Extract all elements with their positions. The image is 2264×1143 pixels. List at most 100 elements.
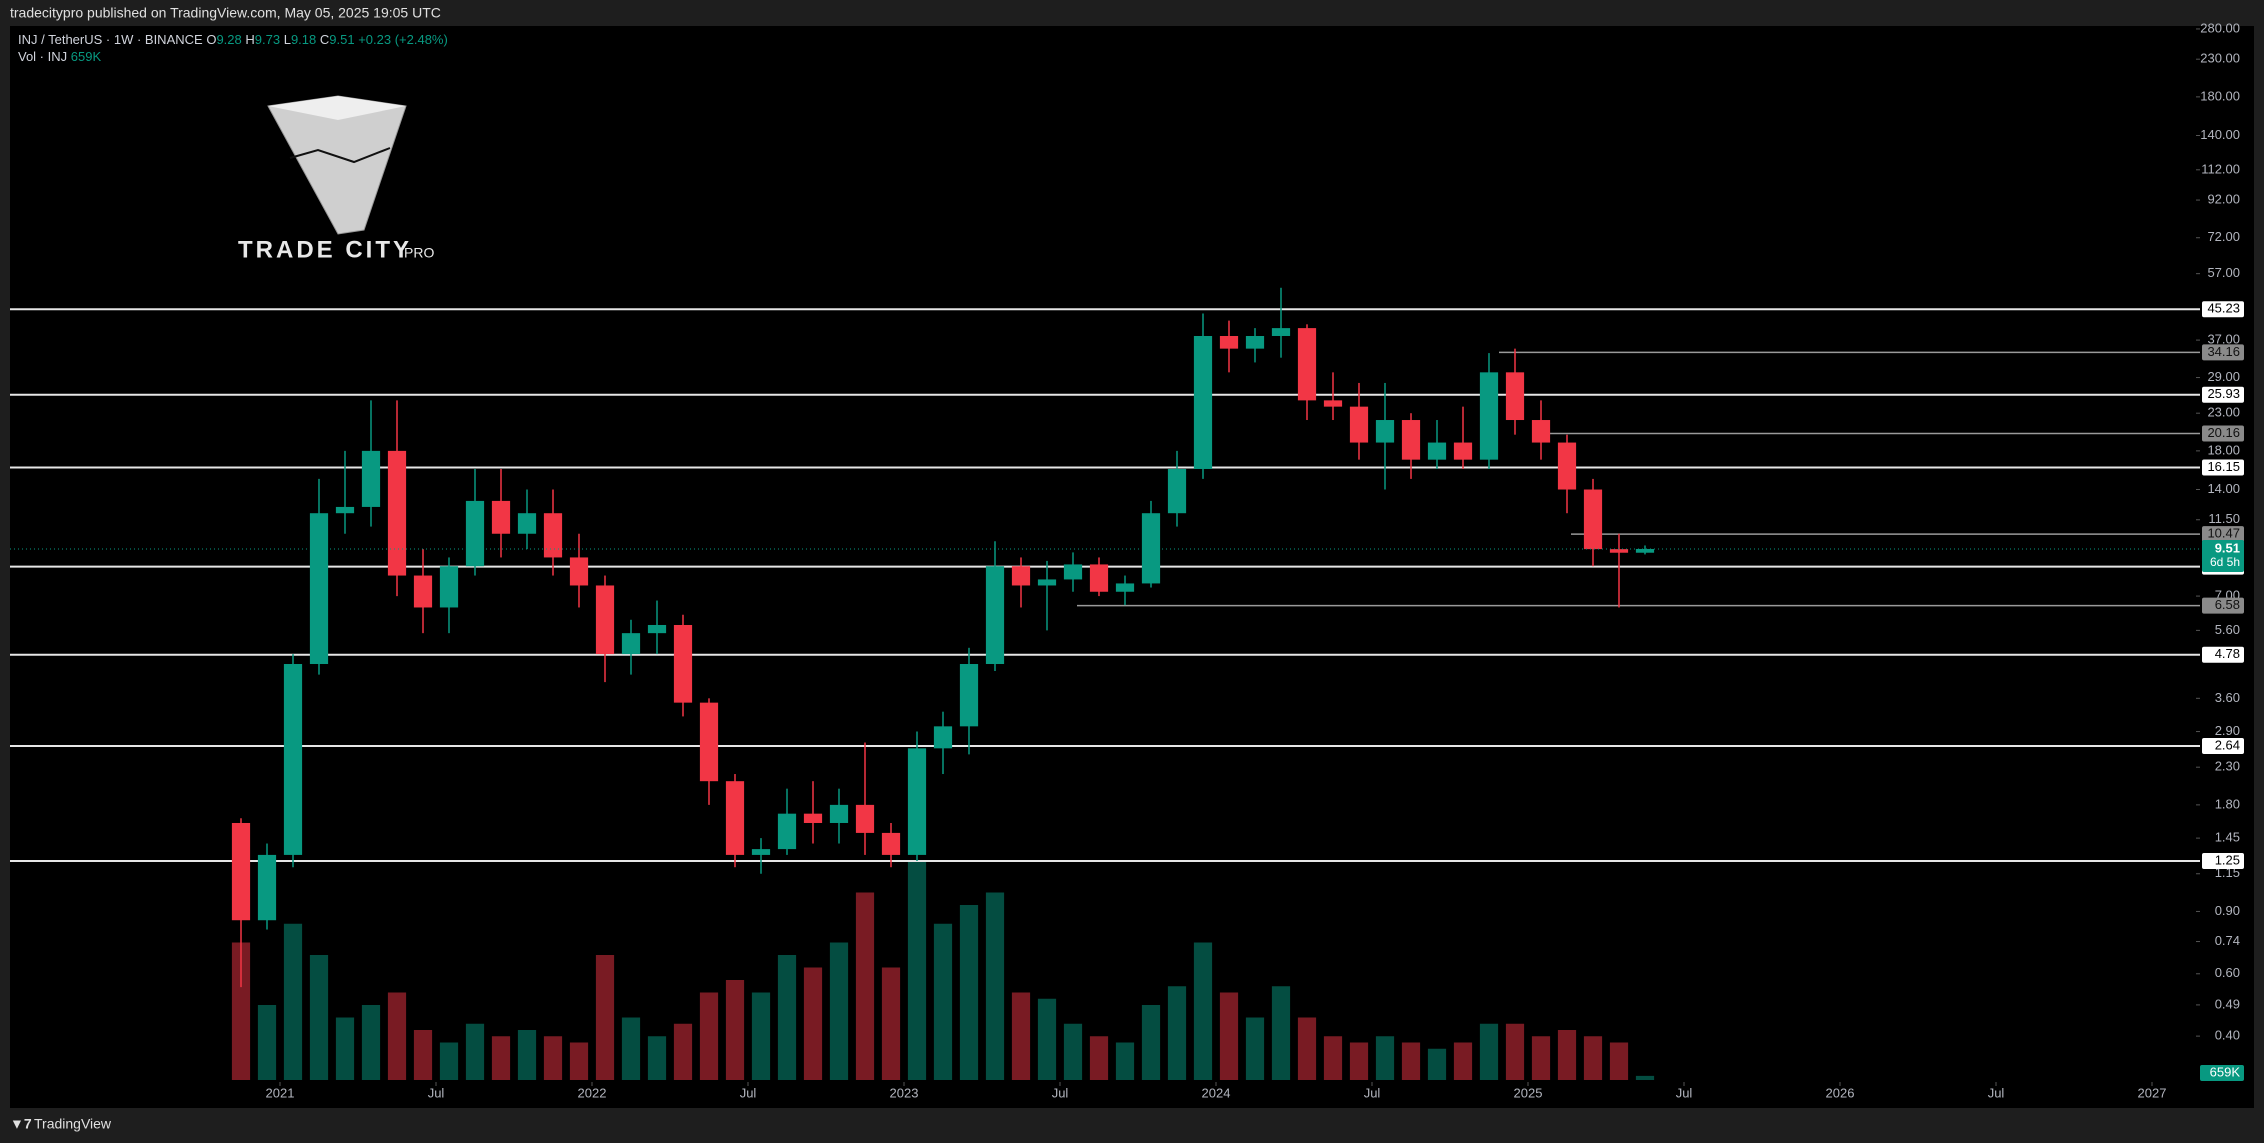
ohlc-value: 9.73 (255, 32, 280, 47)
candle-body (569, 557, 589, 586)
y-tick-label: 0.60 (2215, 965, 2240, 980)
candle-body (1401, 420, 1421, 460)
y-tick-label: 1.45 (2215, 830, 2240, 845)
volume-bar (803, 967, 823, 1080)
volume-bar (1505, 1023, 1525, 1080)
y-tick-label: 3.60 (2215, 690, 2240, 705)
y-tick-label: 0.40 (2215, 1028, 2240, 1043)
sub-level-label: 10.47 (2207, 526, 2240, 541)
candle-body (959, 664, 979, 727)
volume-legend: Vol · INJ 659K (18, 49, 101, 64)
volume-bar (1089, 1036, 1109, 1080)
sub-level-box (2202, 597, 2244, 614)
x-tick-label: 2022 (578, 1085, 607, 1100)
volume-bar (1453, 1042, 1473, 1080)
candle-body (1635, 548, 1655, 553)
x-tick-label: 2026 (1826, 1085, 1855, 1100)
candle-body (777, 813, 797, 850)
y-tick-label: 29.00 (2207, 369, 2240, 384)
volume-bar (231, 942, 251, 1080)
y-tick-label: 230.00 (2200, 51, 2240, 66)
volume-bar (361, 1005, 381, 1080)
candle-body (1427, 442, 1447, 460)
candle-body (1011, 566, 1031, 586)
x-tick-label: 2027 (2138, 1085, 2167, 1100)
logo-top (268, 96, 406, 120)
volume-bar (1479, 1023, 1499, 1080)
candle-body (1557, 442, 1577, 490)
volume-bar (1193, 942, 1213, 1080)
volume-bar (569, 1042, 589, 1080)
candle-body (231, 822, 251, 921)
candle-body (1245, 335, 1265, 349)
level-box (2202, 852, 2244, 869)
candle-body (1609, 549, 1629, 553)
level-label: 25.93 (2207, 386, 2240, 401)
volume-bar (1427, 1048, 1447, 1080)
volume-label: 659K (2210, 1064, 2241, 1079)
candle-body (413, 575, 433, 608)
candle-body (309, 513, 329, 665)
volume-bar (1063, 1023, 1083, 1080)
volume-bar (751, 992, 771, 1080)
volume-bar (777, 955, 797, 1080)
x-tick-label: 2024 (1202, 1085, 1231, 1100)
candle-body (387, 450, 407, 576)
legend-line: INJ / TetherUS · 1W · BINANCE O9.28 H9.7… (18, 32, 448, 47)
volume-bar (1219, 992, 1239, 1080)
candle-body (465, 500, 485, 567)
change: +0.23 (+2.48%) (358, 32, 448, 47)
sub-level-label: 6.58 (2215, 597, 2240, 612)
logo-line (289, 147, 391, 164)
candle-body (1219, 335, 1239, 349)
volume-bar (959, 905, 979, 1080)
ohlc-value: 9.18 (291, 32, 316, 47)
volume-bar (1349, 1042, 1369, 1080)
level-label: 45.23 (2207, 301, 2240, 316)
candle-body (335, 506, 355, 514)
level-label: 1.25 (2215, 852, 2240, 867)
candle-body (829, 804, 849, 823)
volume-bar (725, 980, 745, 1080)
candle-body (907, 748, 927, 855)
volume-bar (543, 1036, 563, 1080)
volume-bar (1401, 1042, 1421, 1080)
volume-bar (1297, 1017, 1317, 1080)
volume-bar (1635, 1075, 1655, 1080)
y-tick-label: 23.00 (2207, 405, 2240, 420)
ohlc-key: L (284, 32, 291, 47)
candle-body (1531, 420, 1551, 443)
volume-bar (335, 1017, 355, 1080)
candle-body (1479, 372, 1499, 460)
y-tick-label: 180.00 (2200, 88, 2240, 103)
volume-bar (647, 1036, 667, 1080)
candle-body (751, 849, 771, 855)
sub-level-box (2202, 526, 2244, 543)
y-tick-label: 11.50 (2208, 511, 2240, 526)
candle-body (543, 513, 563, 558)
candle-body (1193, 335, 1213, 469)
volume-bar (1141, 1005, 1161, 1080)
x-tick-label: Jul (428, 1085, 445, 1100)
volume-bar (1037, 998, 1057, 1080)
volume-bar (595, 955, 615, 1080)
level-label: 16.15 (2207, 459, 2240, 474)
candle-body (491, 500, 511, 534)
y-tick-label: 112.00 (2201, 161, 2240, 176)
volume-bar (1557, 1030, 1577, 1080)
volume-label-box (2200, 1065, 2244, 1081)
ohlc-key: O (206, 32, 216, 47)
candle-body (257, 854, 277, 921)
ohlc-value: 9.51 (329, 32, 354, 47)
y-tick-label: 0.90 (2215, 903, 2240, 918)
candle-body (803, 813, 823, 823)
level-box (2202, 459, 2244, 476)
volume-bar (387, 992, 407, 1080)
volume-bar (413, 1030, 433, 1080)
last-price-box (2202, 539, 2244, 572)
y-tick-label: 0.49 (2215, 996, 2240, 1011)
x-tick-label: 2021 (266, 1085, 295, 1100)
y-tick-label: 280.00 (2200, 20, 2240, 35)
